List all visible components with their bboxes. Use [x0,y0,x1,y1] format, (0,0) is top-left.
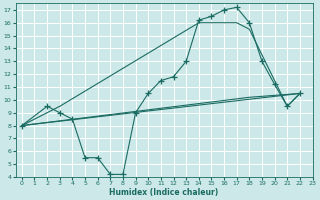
X-axis label: Humidex (Indice chaleur): Humidex (Indice chaleur) [109,188,219,197]
